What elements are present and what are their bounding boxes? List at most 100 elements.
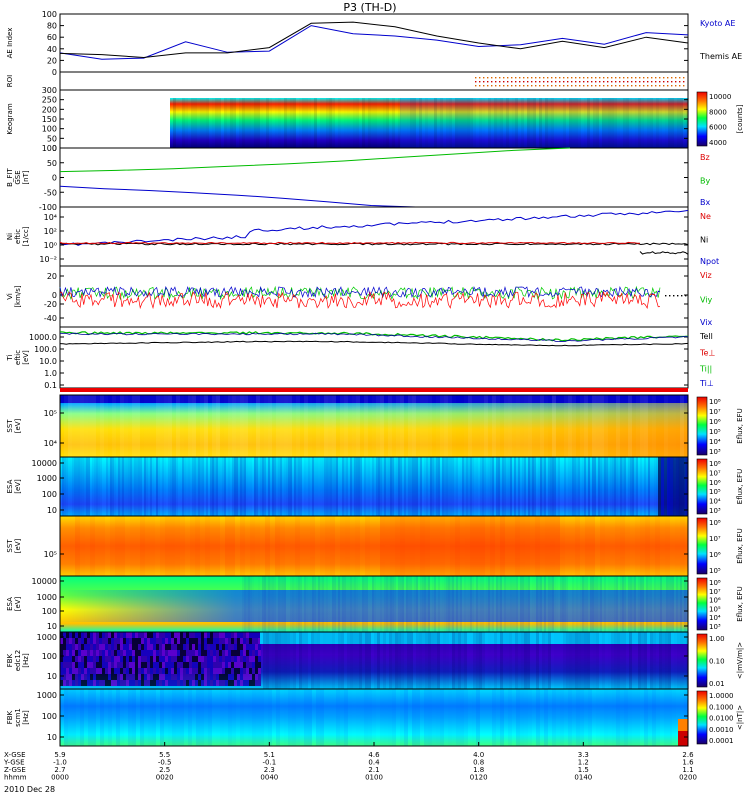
roi-dot xyxy=(483,81,485,83)
spectrogram-image xyxy=(60,457,688,516)
spectrogram-column xyxy=(432,576,434,632)
roi-dot xyxy=(475,85,477,87)
spectrogram-column xyxy=(145,516,150,576)
spectrogram-cell xyxy=(198,668,201,674)
spectrogram-column xyxy=(104,689,108,746)
keogram-column xyxy=(341,98,344,148)
spectrogram-column xyxy=(578,576,580,632)
spectrogram-column xyxy=(580,395,584,457)
spectrogram-column xyxy=(578,457,580,516)
spectrogram-column xyxy=(644,689,648,746)
spectrogram-column xyxy=(384,457,386,516)
spectrogram-column xyxy=(562,457,564,516)
spectrogram-column xyxy=(662,632,665,689)
spectrogram-cell xyxy=(126,674,129,680)
spectrogram-cell xyxy=(231,644,234,650)
spectrogram-cell xyxy=(117,668,120,674)
spectrogram-column xyxy=(446,576,448,632)
roi-dot xyxy=(619,85,621,87)
spectrogram-column xyxy=(612,689,616,746)
spectrogram-column xyxy=(545,516,550,576)
spectrogram-cell xyxy=(222,668,225,674)
spectrogram-column xyxy=(168,689,172,746)
spectrogram-cell xyxy=(213,668,216,674)
spectrogram-cell xyxy=(108,662,111,668)
roi-dot xyxy=(671,77,673,79)
keogram-column xyxy=(509,98,512,148)
spectrogram-cell xyxy=(189,668,192,674)
spectrogram-cell xyxy=(87,662,90,668)
spectrogram-column xyxy=(228,457,230,516)
spectrogram-column xyxy=(184,395,188,457)
spectrogram-column xyxy=(246,576,248,632)
spectrogram-cell xyxy=(186,668,189,674)
spectrogram-cell xyxy=(210,650,213,656)
x-tick-label: 2.6 xyxy=(682,751,694,759)
spectrogram-column xyxy=(568,457,570,516)
spectrogram-column xyxy=(192,457,194,516)
roi-dot xyxy=(595,81,597,83)
spectrogram-column xyxy=(512,457,514,516)
spectrogram-column xyxy=(569,632,572,689)
roi-dot xyxy=(675,85,677,87)
spectrogram-cell xyxy=(234,662,237,668)
y-tick-label: 0 xyxy=(52,291,57,300)
spectrogram-cell xyxy=(159,662,162,668)
spectrogram-cell xyxy=(204,650,207,656)
spectrogram-cell xyxy=(102,674,105,680)
spectrogram-column xyxy=(340,395,344,457)
spectrogram-cell xyxy=(192,632,195,638)
spectrogram-cell xyxy=(105,668,108,674)
spectrogram-cell xyxy=(129,644,132,650)
spectrogram-column xyxy=(68,395,72,457)
colorbar-tick: 10000 xyxy=(709,93,731,101)
spectrogram-cell xyxy=(240,632,243,638)
roi-dot xyxy=(623,81,625,83)
roi-dot xyxy=(535,81,537,83)
keogram-column xyxy=(494,98,497,148)
spectrogram-column xyxy=(664,457,667,516)
spectrogram-column xyxy=(629,632,632,689)
spectrogram-column xyxy=(376,395,380,457)
spectrogram-cell xyxy=(60,680,63,686)
spectrogram-cell xyxy=(126,632,129,638)
spectrogram-cell xyxy=(216,674,219,680)
keogram-column xyxy=(386,98,389,148)
spectrogram-cell xyxy=(150,650,153,656)
spectrogram-column xyxy=(460,516,465,576)
spectrogram-column xyxy=(355,516,360,576)
spectrogram-column xyxy=(150,457,152,516)
spectrogram-column xyxy=(240,395,244,457)
keogram-column xyxy=(293,98,296,148)
spectrogram-column xyxy=(465,516,470,576)
spectrogram-cell xyxy=(225,668,228,674)
x-tick-label: 1.8 xyxy=(473,766,484,774)
spectrogram-column xyxy=(544,689,548,746)
spectrogram-column xyxy=(518,576,520,632)
spectrogram-column xyxy=(404,576,406,632)
spectrogram-column xyxy=(560,457,562,516)
keogram-column xyxy=(497,98,500,148)
fill-dot xyxy=(681,295,683,297)
spectrogram-column xyxy=(576,689,580,746)
spectrogram-column xyxy=(482,457,484,516)
spectrogram-column xyxy=(614,457,616,516)
spectrogram-cell xyxy=(174,680,177,686)
keogram-column xyxy=(362,98,365,148)
spectrogram-column xyxy=(542,632,545,689)
spectrogram-cell xyxy=(72,638,75,644)
spectrogram-column xyxy=(240,516,245,576)
spectrogram-cell xyxy=(123,656,126,662)
spectrogram-column xyxy=(560,516,565,576)
spectrogram-column xyxy=(434,576,436,632)
spectrogram-cell xyxy=(105,662,108,668)
spectrogram-cell xyxy=(66,644,69,650)
spectrogram-column xyxy=(522,576,524,632)
spectrogram-image xyxy=(60,516,688,576)
spectrogram-column xyxy=(280,576,282,632)
spectrogram-cell xyxy=(153,662,156,668)
keogram-column xyxy=(644,98,647,148)
keogram-column xyxy=(299,98,302,148)
spectrogram-cell xyxy=(195,674,198,680)
